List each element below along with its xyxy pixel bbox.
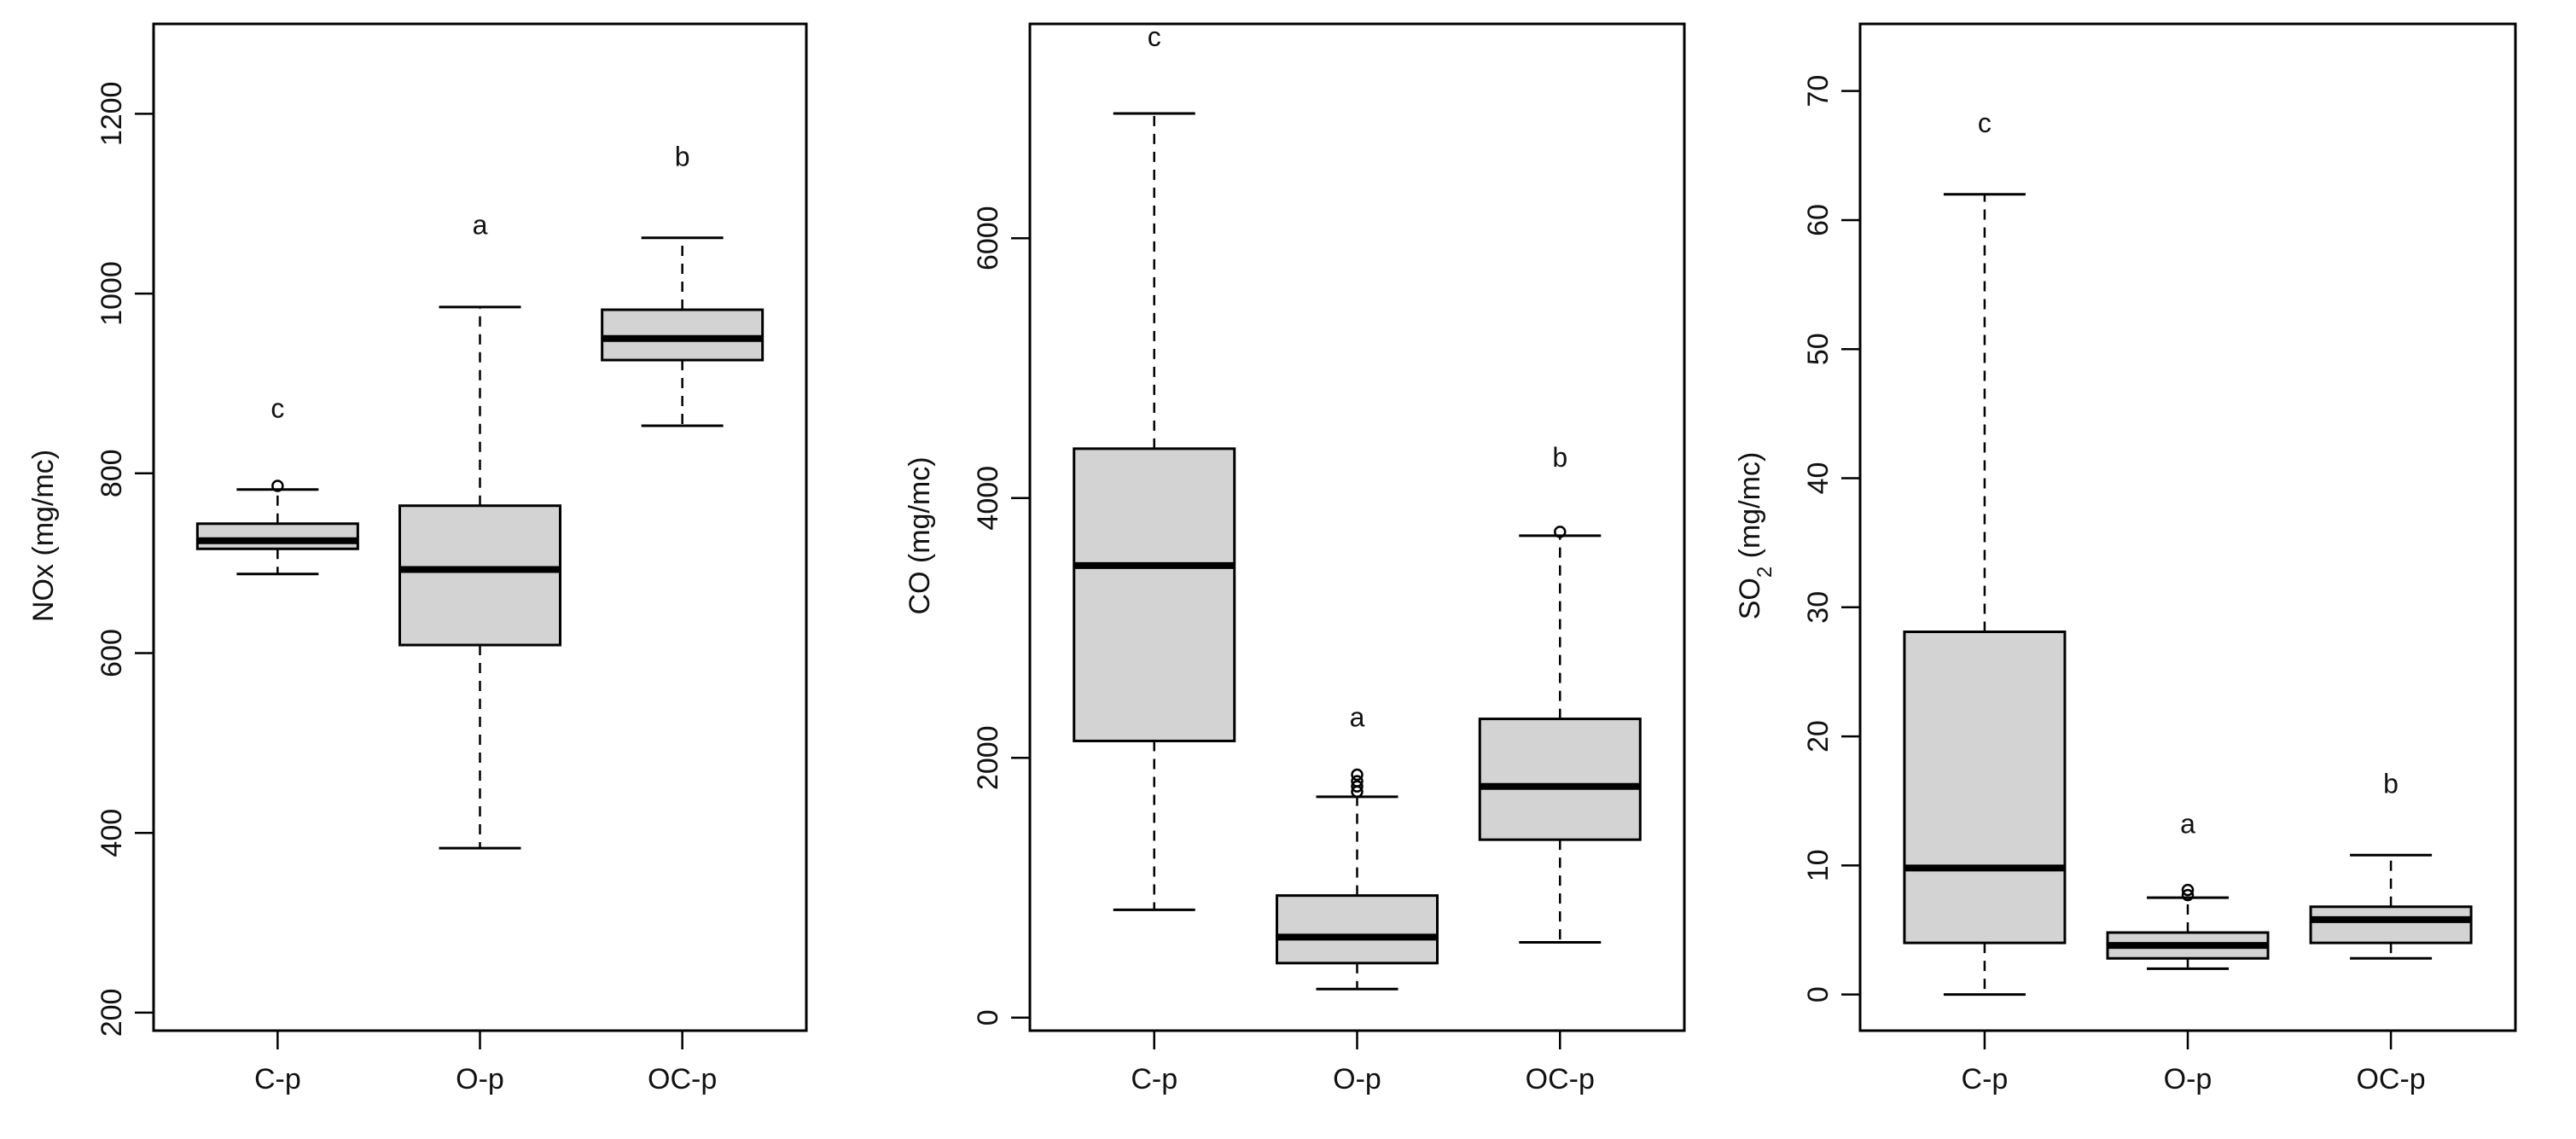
- y-axis-title-part: CO (mg/mc): [904, 456, 936, 614]
- significance-letter: b: [1552, 442, 1567, 473]
- iqr-box: [398, 504, 561, 647]
- x-category-label: C-p: [254, 1063, 301, 1095]
- y-axis-title-part: SO: [1734, 578, 1766, 619]
- outlier-point: [1351, 775, 1364, 787]
- iqr-box: [2309, 905, 2473, 944]
- x-category-label: C-p: [1131, 1063, 1178, 1095]
- y-tick-label: 2000: [972, 725, 1004, 790]
- significance-letter: a: [473, 210, 488, 241]
- panel-3: 0 10 20 30 40 50 60 70 SO2 (mg/mc) C-p O-p OC-p c a b: [1734, 22, 2517, 1095]
- significance-letter: c: [270, 392, 284, 423]
- y-tick-label: 0: [1802, 986, 1835, 1002]
- panel-2: 0 2000 4000 6000 CO (mg/mc) C-p O-p OC-p c a b: [904, 21, 1686, 1095]
- box-O-p: a: [2106, 809, 2270, 970]
- y-tick-label: 10: [1802, 849, 1835, 881]
- x-category-label: OC-p: [648, 1063, 717, 1095]
- y-axis-title-part: (mg/mc): [1734, 452, 1766, 567]
- x-category-label: O-p: [1333, 1063, 1381, 1095]
- box-C-p: c: [195, 392, 359, 576]
- panel-1: 200 400 600 800 1000 1200 NOx (mg/mc) C-p O-p OC-…: [27, 22, 808, 1095]
- y-axis-title: SO2 (mg/mc): [1734, 452, 1776, 620]
- y-tick-label: 200: [96, 989, 128, 1037]
- box-O-p: a: [1276, 702, 1439, 991]
- iqr-box: [1903, 631, 2067, 944]
- y-tick-label: 400: [96, 809, 128, 857]
- y-axis-title: NOx (mg/mc): [27, 450, 60, 622]
- x-category-label: O-p: [456, 1063, 504, 1095]
- iqr-box: [1478, 718, 1642, 841]
- significance-letter: a: [2180, 809, 2195, 840]
- outlier-point: [1351, 780, 1364, 793]
- outlier-point: [2181, 888, 2195, 902]
- x-category-label: C-p: [1962, 1063, 2009, 1095]
- significance-letter: a: [1350, 702, 1365, 733]
- y-tick-label: 600: [96, 629, 128, 677]
- y-tick-label: 20: [1802, 720, 1835, 753]
- iqr-box: [1276, 894, 1439, 965]
- y-tick-label: 60: [1802, 204, 1835, 236]
- x-category-label: O-p: [2164, 1063, 2213, 1095]
- y-axis-title: CO (mg/mc): [904, 456, 936, 614]
- y-tick-label: 0: [972, 1009, 1004, 1026]
- significance-letter: b: [675, 141, 690, 171]
- y-tick-label: 800: [96, 449, 128, 497]
- box-OC-p: b: [1478, 442, 1642, 944]
- y-tick-label: 30: [1802, 591, 1835, 624]
- box-C-p: c: [1073, 21, 1236, 911]
- y-tick-label: 1000: [96, 261, 128, 326]
- y-tick-label: 6000: [972, 206, 1004, 270]
- x-category-label: OC-p: [1526, 1063, 1595, 1095]
- x-category-label: OC-p: [2356, 1063, 2425, 1095]
- y-tick-label: 40: [1802, 462, 1835, 495]
- iqr-box: [195, 522, 359, 550]
- y-tick-label: 1200: [96, 82, 128, 147]
- y-tick-label: 50: [1802, 333, 1835, 365]
- outlier-point: [271, 479, 284, 492]
- significance-letter: c: [1978, 108, 1992, 138]
- box-OC-p: b: [601, 141, 765, 427]
- outlier-point: [1351, 768, 1364, 782]
- iqr-box: [1073, 447, 1236, 742]
- y-tick-label: 70: [1802, 75, 1835, 108]
- y-axis-title-subscript: 2: [1753, 567, 1776, 578]
- box-OC-p: b: [2309, 769, 2473, 960]
- significance-letter: b: [2383, 769, 2399, 799]
- outlier-point: [1554, 526, 1567, 538]
- significance-letter: c: [1148, 21, 1161, 52]
- box-O-p: a: [398, 210, 561, 850]
- y-tick-label: 4000: [972, 466, 1004, 531]
- iqr-box: [601, 308, 765, 362]
- box-C-p: c: [1903, 108, 2067, 997]
- y-axis-title-part: NOx (mg/mc): [27, 450, 60, 622]
- outlier-point: [2181, 883, 2195, 897]
